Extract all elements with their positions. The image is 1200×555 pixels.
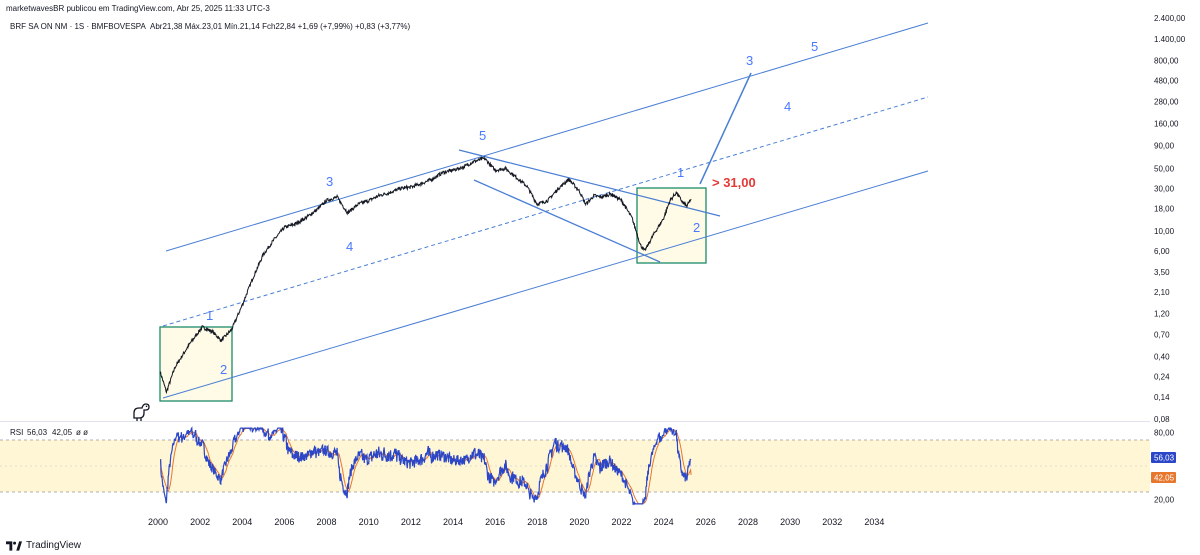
- rsi-tick-label: 80,00: [1154, 429, 1175, 438]
- time-tick-label: 2018: [527, 517, 547, 527]
- wave-label-4-b: 4: [784, 99, 791, 114]
- price-tick-label: 2.400,00: [1154, 14, 1186, 23]
- rsi-ma-value-text: 42,05: [52, 428, 73, 437]
- time-tick-label: 2004: [232, 517, 252, 527]
- rsi-value-tag: [1151, 452, 1176, 463]
- time-tick-label: 2016: [485, 517, 505, 527]
- time-tick-label: 2034: [864, 517, 884, 527]
- wave-label-1-b: 1: [677, 165, 684, 180]
- price-tick-label: 0,70: [1154, 331, 1170, 340]
- time-tick-label: 2002: [190, 517, 210, 527]
- wave-label-1-a: 1: [206, 308, 213, 323]
- rsi-line: [160, 426, 692, 506]
- price-series-line: [159, 155, 692, 395]
- price-tick-label: 800,00: [1154, 57, 1179, 66]
- time-tick-label: 2020: [569, 517, 589, 527]
- price-tick-label: 1.400,00: [1154, 35, 1186, 44]
- price-tick-label: 480,00: [1154, 77, 1179, 86]
- time-tick-label: 2008: [317, 517, 337, 527]
- price-tick-label: 50,00: [1154, 165, 1175, 174]
- projection-wave-line: [699, 72, 752, 185]
- price-tick-label: 280,00: [1154, 98, 1179, 107]
- price-tick-label: 0,14: [1154, 393, 1170, 402]
- price-tick-label: 18,00: [1154, 204, 1175, 213]
- wedge-upper-line: [458, 149, 721, 217]
- time-tick-label: 2032: [822, 517, 842, 527]
- rsi-tick-label: 20,00: [1154, 495, 1175, 504]
- price-tick-label: 3,50: [1154, 268, 1170, 277]
- time-tick-label: 2026: [696, 517, 716, 527]
- wave-label-5-b: 5: [811, 39, 818, 54]
- time-tick-label: 2022: [612, 517, 632, 527]
- recent-highlight-box: [636, 187, 707, 264]
- target-price-label: > 31,00: [712, 175, 756, 190]
- price-tick-label: 0,24: [1154, 372, 1170, 381]
- rsi-value-text: 56,03: [27, 428, 48, 437]
- symbol-line: BRF SA ON NM · 1S · BMFBOVESPA: [10, 22, 147, 31]
- rsi-name: RSI: [10, 428, 23, 437]
- tradingview-logo-icon: [6, 540, 22, 551]
- price-tick-label: 2,10: [1154, 288, 1170, 297]
- time-tick-label: 2014: [443, 517, 463, 527]
- rsi-value-tag-text: 56,03: [1154, 454, 1175, 463]
- channel-lower-line: [162, 170, 929, 399]
- publisher-line: marketwavesBR publicou em TradingView.co…: [6, 4, 270, 13]
- price-tick-label: 90,00: [1154, 142, 1175, 151]
- price-tick-label: 6,00: [1154, 247, 1170, 256]
- price-tick-label: 30,00: [1154, 184, 1175, 193]
- price-tick-label: 0,40: [1154, 352, 1170, 361]
- wave-label-2-a: 2: [220, 362, 227, 377]
- price-tick-label: 160,00: [1154, 119, 1179, 128]
- channel-upper-line: [165, 22, 929, 252]
- time-tick-label: 2000: [148, 517, 168, 527]
- time-axis[interactable]: 2000 2002 2004 2006 2008 2010 2012 2014 2016 2018…: [148, 517, 884, 527]
- wave-label-3-b: 3: [746, 53, 753, 68]
- rsi-flags: ø ø: [76, 428, 88, 437]
- wave-label-3-a: 3: [326, 174, 333, 189]
- rsi-ma-tag: [1151, 472, 1176, 483]
- price-tick-label: 1,20: [1154, 310, 1170, 319]
- time-tick-label: 2010: [359, 517, 379, 527]
- dino-icon[interactable]: [133, 403, 150, 421]
- time-tick-label: 2012: [401, 517, 421, 527]
- rsi-ma-tag-text: 42,05: [1154, 474, 1175, 483]
- time-tick-label: 2006: [274, 517, 294, 527]
- time-tick-label: 2030: [780, 517, 800, 527]
- ohlc-readout: Abr21,38 Máx.23,01 Mín.21,14 Fch22,84 +1…: [150, 22, 411, 31]
- time-tick-label: 2028: [738, 517, 758, 527]
- price-axis[interactable]: 2.400,00 1.400,00 800,00 480,00 280,00 160,00…: [1154, 14, 1186, 424]
- wave-label-5-a: 5: [479, 128, 486, 143]
- time-tick-label: 2024: [654, 517, 674, 527]
- wedge-lower-line: [473, 179, 661, 263]
- price-tick-label: 0,08: [1154, 415, 1170, 424]
- wave-label-4-a: 4: [346, 239, 353, 254]
- tradingview-footer: TradingView: [6, 540, 81, 551]
- wave-label-2-b: 2: [693, 220, 700, 235]
- tradingview-brand: TradingView: [26, 540, 82, 551]
- price-tick-label: 10,00: [1154, 227, 1175, 236]
